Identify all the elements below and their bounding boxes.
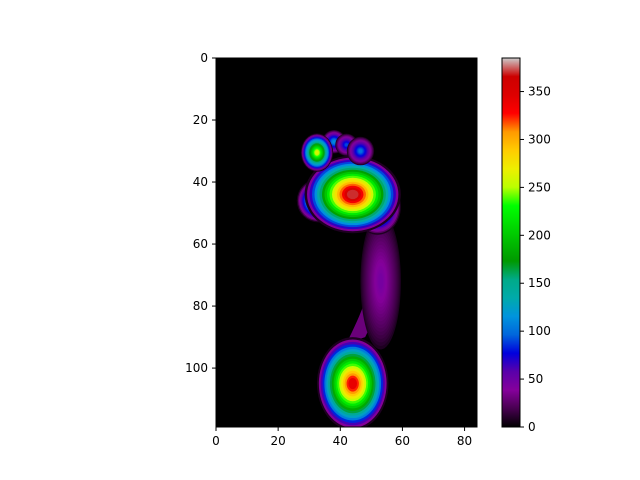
- y-tick-label: 0: [200, 51, 208, 65]
- colorbar-tick-label: 350: [528, 85, 551, 99]
- heat-level: [358, 149, 363, 153]
- x-tick-label: 20: [271, 434, 286, 448]
- y-tick-label: 80: [193, 299, 208, 313]
- heat-region-heel: [316, 337, 389, 427]
- colorbar-tick-label: 150: [528, 276, 551, 290]
- heat-level: [315, 150, 319, 155]
- colorbar-frame: [501, 57, 521, 428]
- x-tick-label: 40: [333, 434, 348, 448]
- heat-region-toe-1: [300, 133, 334, 172]
- x-axis: 0 20 40 60 80: [212, 427, 472, 448]
- colorbar-tick-label: 200: [528, 228, 551, 242]
- heat-region-midfoot: [360, 213, 401, 350]
- colorbar-ticks: 0 50 100 150 200 250 300 350: [520, 85, 551, 434]
- heat-level: [346, 189, 359, 200]
- heat-level: [332, 140, 336, 144]
- x-tick-label: 60: [395, 434, 410, 448]
- x-tick-label: 80: [457, 434, 472, 448]
- y-tick-label: 20: [193, 113, 208, 127]
- y-tick-label: 40: [193, 175, 208, 189]
- y-axis: 0 20 40 60 80 100: [185, 51, 216, 375]
- x-tick-label: 0: [212, 434, 220, 448]
- heat-region-forefoot: [304, 155, 401, 234]
- heat-region-toe-4: [346, 136, 375, 166]
- heat-level: [348, 378, 358, 390]
- plot-area: [215, 57, 478, 428]
- colorbar: 0 50 100 150 200 250 300 350: [501, 57, 551, 434]
- heat-level: [345, 143, 348, 147]
- colorbar-tick-label: 250: [528, 180, 551, 194]
- plot-frame: [215, 57, 478, 428]
- heat-level: [378, 273, 384, 290]
- colorbar-gradient: [502, 58, 520, 427]
- colorbar-tick-label: 0: [528, 420, 536, 434]
- y-tick-label: 60: [193, 237, 208, 251]
- colorbar-tick-label: 100: [528, 324, 551, 338]
- colorbar-tick-label: 50: [528, 372, 543, 386]
- heatmap-image: [296, 129, 401, 427]
- colorbar-tick-label: 300: [528, 132, 551, 146]
- y-tick-label: 100: [185, 361, 208, 375]
